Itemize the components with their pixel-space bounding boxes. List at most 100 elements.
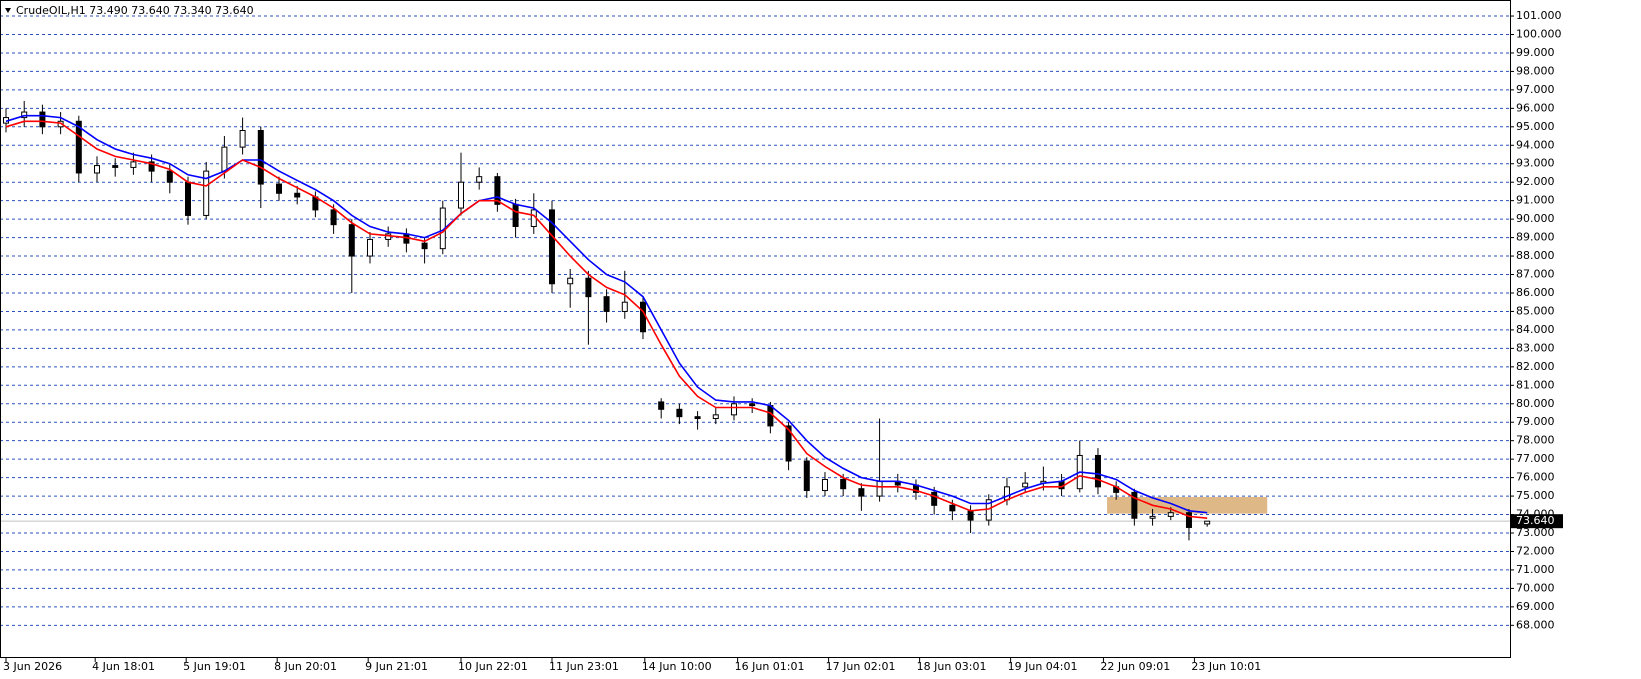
candle-body <box>730 403 737 416</box>
candle-body <box>694 416 701 420</box>
candle-body <box>75 120 82 174</box>
candle-body <box>130 161 137 168</box>
candle-body <box>1149 515 1156 519</box>
y-tick-label: 76.000 <box>1516 471 1555 484</box>
candle-body <box>203 170 210 216</box>
candle-body <box>257 130 264 185</box>
candle-body <box>676 408 683 418</box>
y-tick-label: 75.000 <box>1516 489 1555 502</box>
candle-body <box>949 504 956 512</box>
x-tick-label: 11 Jun 23:01 <box>549 660 619 673</box>
y-tick-label: 93.000 <box>1516 157 1555 170</box>
y-tick-label: 68.000 <box>1516 618 1555 631</box>
x-tick-label: 18 Jun 03:01 <box>917 660 987 673</box>
candle-body <box>294 192 301 198</box>
candle-body <box>803 460 810 492</box>
y-tick-label: 91.000 <box>1516 194 1555 207</box>
y-tick-label: 100.000 <box>1516 27 1562 40</box>
y-tick-label: 86.000 <box>1516 286 1555 299</box>
candle-body <box>1022 482 1029 488</box>
candle-body <box>712 414 719 420</box>
y-tick-label: 90.000 <box>1516 212 1555 225</box>
y-tick-label: 84.000 <box>1516 323 1555 336</box>
x-tick-label: 16 Jun 01:01 <box>735 660 805 673</box>
candle-body <box>275 183 282 194</box>
y-tick-label: 92.000 <box>1516 175 1555 188</box>
candle-body <box>548 209 555 285</box>
candle-body <box>94 165 101 174</box>
x-tick-label: 14 Jun 10:00 <box>642 660 712 673</box>
candle-body <box>221 146 228 172</box>
candle-body <box>603 296 610 312</box>
candle-body <box>1167 512 1174 517</box>
y-tick-label: 70.000 <box>1516 581 1555 594</box>
candle-body <box>967 510 974 521</box>
candle-body <box>476 176 483 183</box>
x-tick-label: 17 Jun 02:01 <box>826 660 896 673</box>
candle-body <box>1003 486 1010 501</box>
y-tick-label: 71.000 <box>1516 563 1555 576</box>
y-tick-label: 89.000 <box>1516 231 1555 244</box>
y-tick-label: 85.000 <box>1516 304 1555 317</box>
candle-body <box>421 242 428 250</box>
candle-body <box>148 161 155 172</box>
zone <box>1107 497 1268 514</box>
candle-body <box>1204 520 1211 525</box>
candle-body <box>348 224 355 257</box>
moving-average <box>5 114 1208 514</box>
y-tick-label: 98.000 <box>1516 64 1555 77</box>
y-tick-label: 83.000 <box>1516 341 1555 354</box>
data-layer <box>0 100 1510 541</box>
y-tick-label: 88.000 <box>1516 249 1555 262</box>
candle-body <box>639 301 646 333</box>
x-tick-label: 4 Jun 18:01 <box>92 660 155 673</box>
y-tick-label: 80.000 <box>1516 397 1555 410</box>
plot-frame <box>0 0 1511 658</box>
candle-body <box>585 277 592 298</box>
y-tick-label: 72.000 <box>1516 544 1555 557</box>
x-tick-label: 23 Jun 10:01 <box>1191 660 1261 673</box>
candle-body <box>330 209 337 226</box>
last-price-label: 73.640 <box>1516 514 1555 527</box>
y-tick-label: 94.000 <box>1516 138 1555 151</box>
candle-body <box>931 491 938 506</box>
candle-body <box>1185 512 1192 528</box>
candle-body <box>1131 491 1138 519</box>
candle-body <box>366 238 373 257</box>
y-tick-label: 99.000 <box>1516 46 1555 59</box>
y-tick-label: 101.000 <box>1516 9 1562 22</box>
candle-body <box>785 425 792 462</box>
candle-body <box>512 203 519 228</box>
candle-body <box>21 111 28 119</box>
x-tick-label: 8 Jun 20:01 <box>274 660 337 673</box>
y-tick-label: 97.000 <box>1516 83 1555 96</box>
y-tick-label: 79.000 <box>1516 415 1555 428</box>
y-tick-label: 77.000 <box>1516 452 1555 465</box>
y-tick-label: 69.000 <box>1516 600 1555 613</box>
candle-body <box>567 277 574 285</box>
candle-body <box>876 480 883 497</box>
candle-body <box>749 403 756 407</box>
y-tick-label: 81.000 <box>1516 378 1555 391</box>
last-price-box <box>1511 514 1563 529</box>
candle-body <box>767 405 774 427</box>
y-tick-label: 95.000 <box>1516 120 1555 133</box>
x-tick-label: 10 Jun 22:01 <box>458 660 528 673</box>
x-tick-label: 19 Jun 04:01 <box>1008 660 1078 673</box>
y-tick-label: 78.000 <box>1516 434 1555 447</box>
moving-average <box>5 120 1208 519</box>
title-arrow <box>5 8 11 13</box>
x-tick-label: 9 Jun 21:01 <box>365 660 428 673</box>
candle-body <box>658 401 665 410</box>
candle-body <box>39 111 46 128</box>
candle-body <box>184 181 191 216</box>
y-tick-label: 73.000 <box>1516 526 1555 539</box>
y-tick-label: 87.000 <box>1516 268 1555 281</box>
candle-body <box>621 301 628 312</box>
candle-body <box>840 478 847 490</box>
candle-body <box>112 165 119 168</box>
y-tick-label: 82.000 <box>1516 360 1555 373</box>
candle-body <box>821 478 828 492</box>
